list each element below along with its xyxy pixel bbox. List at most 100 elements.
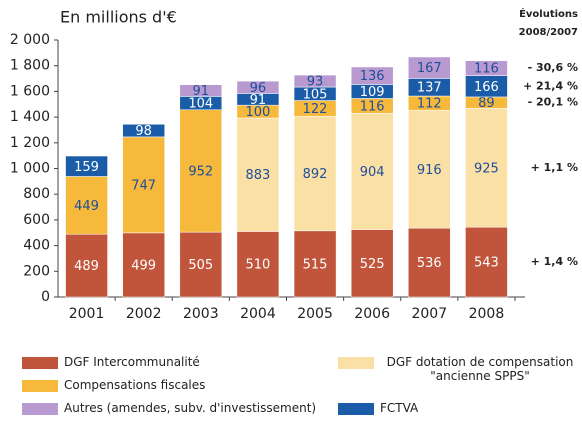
- y-tick-label: 800: [23, 186, 50, 202]
- legend-label: FCTVA: [380, 401, 419, 415]
- bar-segment: [179, 84, 223, 97]
- bar-segment: [122, 136, 165, 234]
- legend-item: DGF Intercommunalité: [22, 355, 200, 369]
- value-label: 167: [417, 61, 442, 76]
- y-tick-label: 2 000: [10, 32, 50, 48]
- y-tick-label: 200: [23, 263, 50, 279]
- value-label: 499: [131, 258, 156, 273]
- annotation-title: Évolutions 2008/2007: [519, 7, 578, 38]
- value-label: 137: [417, 81, 442, 96]
- legend-swatch: [22, 380, 58, 392]
- value-label: 883: [246, 168, 271, 183]
- bar-segment: [465, 108, 508, 228]
- x-tick-label: 2004: [240, 306, 276, 322]
- bar-segment: [179, 231, 223, 298]
- value-label: 952: [188, 164, 213, 179]
- value-label: 112: [417, 97, 442, 112]
- annotation: - 30,6 %: [528, 61, 578, 74]
- value-label: 91: [193, 84, 210, 99]
- legend-label: Compensations fiscales: [64, 378, 206, 392]
- bar-segment: [350, 229, 394, 298]
- y-tick-label: 1 200: [10, 135, 50, 151]
- value-label: 89: [478, 96, 495, 111]
- value-label: 116: [474, 62, 499, 77]
- legend-item: Compensations fiscales: [22, 378, 205, 392]
- bar-segment: [350, 66, 394, 85]
- x-tick-label: 2003: [183, 306, 219, 322]
- bar-segment: [236, 117, 280, 232]
- annotation: - 20,1 %: [528, 96, 578, 109]
- legend-label: DGF Intercommunalité: [64, 355, 200, 369]
- bar-segment: [65, 155, 108, 177]
- value-label: 904: [360, 165, 385, 180]
- x-tick-label: 2001: [69, 306, 105, 322]
- chart-title: En millions d'€: [60, 8, 177, 27]
- legend-label: Autres (amendes, subv. d'investissement): [64, 401, 317, 415]
- value-label: 449: [74, 199, 99, 214]
- annotation: + 21,4 %: [523, 79, 578, 92]
- value-label: 93: [307, 75, 324, 90]
- bar-segment: [236, 80, 280, 94]
- value-label: 109: [360, 85, 385, 100]
- value-label: 104: [188, 97, 213, 112]
- x-tick-label: 2006: [354, 306, 390, 322]
- value-label: 91: [250, 93, 267, 108]
- y-tick-label: 1 800: [10, 58, 50, 74]
- value-label: 98: [135, 124, 152, 139]
- legend-swatch: [22, 357, 58, 369]
- value-label: 925: [474, 161, 499, 176]
- bar-segment: [408, 227, 451, 298]
- x-tick-label: 2002: [126, 306, 162, 322]
- value-label: 525: [360, 257, 385, 272]
- bar-segment: [65, 176, 108, 235]
- value-label: 116: [360, 99, 385, 114]
- bar-segment: [408, 56, 451, 79]
- bar-segment: [122, 124, 165, 138]
- bar-segment: [122, 232, 165, 298]
- y-tick-label: 400: [23, 238, 50, 254]
- value-label: 892: [303, 167, 328, 182]
- x-tick-label: 2005: [297, 306, 333, 322]
- value-label: 510: [246, 258, 271, 273]
- y-tick-label: 600: [23, 212, 50, 228]
- value-label: 916: [417, 163, 442, 178]
- x-tick-label: 2008: [469, 306, 505, 322]
- value-label: 136: [360, 69, 385, 84]
- value-label: 543: [474, 256, 499, 271]
- bar-segment: [408, 110, 451, 229]
- annotation: + 1,4 %: [531, 255, 578, 268]
- y-tick-label: 1 400: [10, 109, 50, 125]
- legend-label: DGF dotation de compensation "ancienne S…: [386, 355, 574, 383]
- bar-segment: [293, 230, 337, 298]
- y-tick-label: 1 600: [10, 83, 50, 99]
- legend-swatch: [338, 357, 374, 369]
- value-label: 122: [303, 102, 328, 117]
- legend-item: FCTVA: [338, 401, 418, 415]
- legend-swatch: [338, 403, 374, 415]
- value-label: 515: [303, 257, 328, 272]
- value-label: 505: [188, 258, 213, 273]
- bar-segment: [465, 60, 508, 76]
- annotation: + 1,1 %: [531, 161, 578, 174]
- value-label: 100: [246, 105, 271, 120]
- bar-segment: [65, 233, 108, 298]
- value-label: 159: [74, 160, 99, 175]
- legend-item: Autres (amendes, subv. d'investissement): [22, 401, 316, 415]
- bar-segment: [350, 113, 394, 230]
- y-tick-label: 0: [41, 289, 50, 305]
- legend-swatch: [22, 403, 58, 415]
- bar-segment: [293, 74, 337, 88]
- legend-item: DGF dotation de compensation "ancienne S…: [338, 355, 580, 383]
- y-tick-label: 1 000: [10, 161, 50, 177]
- bar-segment: [179, 109, 223, 233]
- value-label: 489: [74, 259, 99, 274]
- value-label: 747: [131, 178, 156, 193]
- value-label: 105: [303, 87, 328, 102]
- value-label: 536: [417, 256, 442, 271]
- bar-segment: [236, 231, 280, 298]
- value-label: 166: [474, 80, 499, 95]
- x-tick-label: 2007: [411, 306, 447, 322]
- value-label: 96: [250, 81, 267, 96]
